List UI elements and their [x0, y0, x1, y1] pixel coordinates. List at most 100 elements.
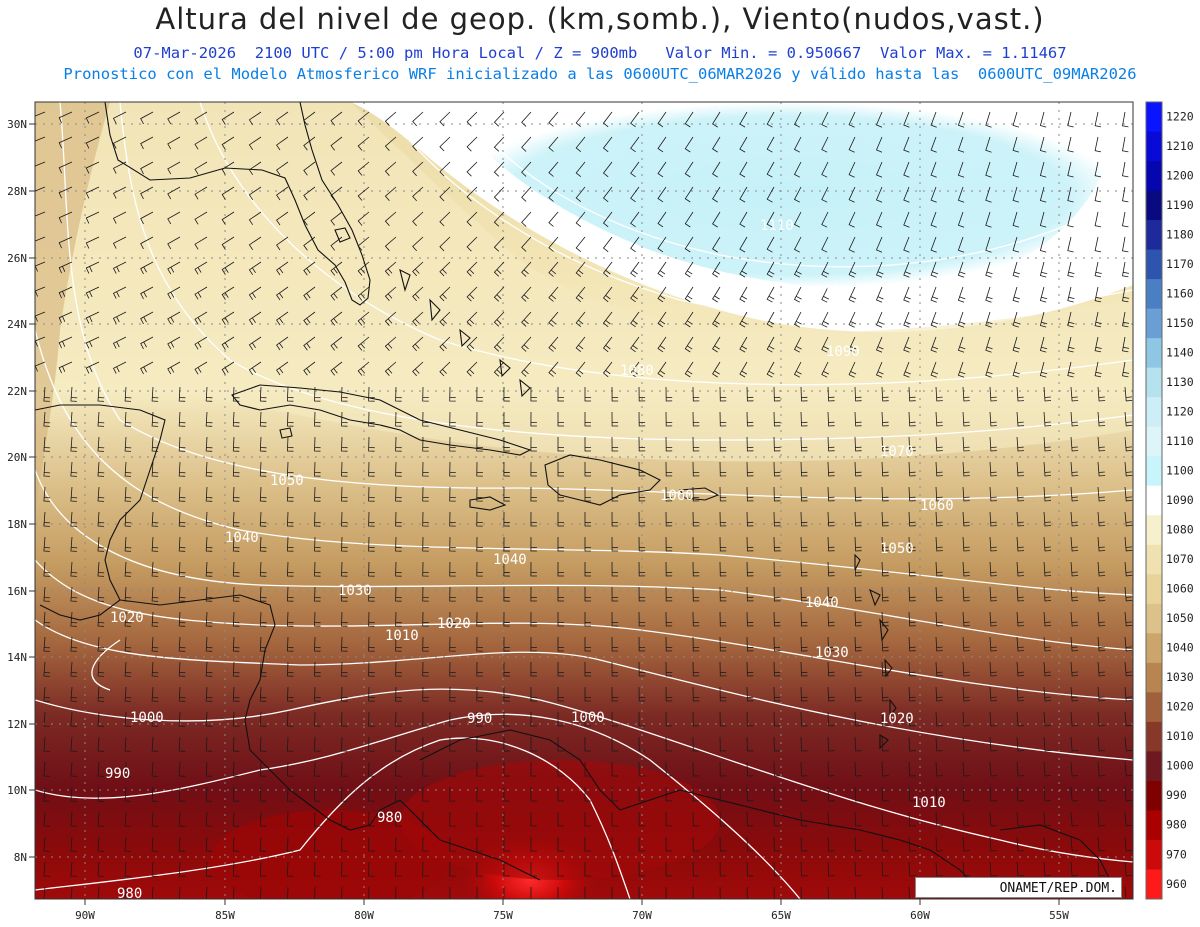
- wind-barb: [692, 886, 694, 899]
- wind-barb: [449, 686, 456, 702]
- wind-barb: [151, 636, 159, 652]
- wind-barb: [194, 336, 208, 350]
- wind-barb: [665, 836, 673, 852]
- wind-barb: [276, 286, 289, 301]
- wind-barb: [854, 636, 862, 652]
- wind-barb: [259, 686, 267, 702]
- wind-barb: [530, 386, 537, 402]
- wind-barb: [692, 861, 700, 877]
- wind-barb: [773, 836, 781, 852]
- wind-barb: [341, 736, 348, 752]
- wind-barb: [848, 111, 856, 128]
- wind-barb: [827, 711, 835, 727]
- wind-barb: [773, 761, 781, 777]
- wind-barb: [602, 211, 613, 228]
- wind-barb: [384, 336, 397, 351]
- wind-barb: [167, 161, 181, 175]
- wind-barb: [58, 286, 73, 299]
- wind-barb: [232, 411, 240, 427]
- wind-barb: [232, 611, 240, 627]
- wind-barb: [881, 711, 889, 727]
- wind-barb: [827, 536, 835, 552]
- wind-barb: [962, 561, 970, 577]
- wind-barb: [1016, 761, 1025, 777]
- wind-barb: [854, 711, 862, 727]
- wind-barb: [746, 561, 754, 577]
- wind-barb: [630, 136, 640, 153]
- wind-barb: [476, 786, 483, 802]
- wind-barb: [557, 437, 564, 452]
- wind-barb: [800, 736, 808, 752]
- colorbar-label: 990: [1166, 788, 1187, 802]
- wind-barb: [58, 336, 73, 349]
- colorbar-swatch: [1146, 190, 1162, 221]
- wind-barb: [665, 561, 673, 577]
- wind-barb: [151, 411, 159, 427]
- wind-barb: [930, 286, 939, 303]
- lat-tick-label: 14N: [7, 651, 27, 664]
- wind-barb: [602, 336, 613, 353]
- wind-barb: [178, 636, 186, 652]
- wind-barb: [449, 511, 456, 527]
- lat-tick-label: 30N: [7, 118, 27, 131]
- wind-barb: [1067, 286, 1075, 303]
- wind-barb: [1124, 411, 1133, 427]
- wind-barb: [97, 711, 105, 727]
- wind-barb: [85, 236, 100, 249]
- wind-barb: [827, 736, 835, 752]
- wind-barb: [97, 786, 105, 802]
- wind-barb: [530, 786, 537, 802]
- wind-barb: [85, 111, 100, 124]
- wind-barb: [503, 786, 510, 802]
- wind-barb: [70, 761, 77, 777]
- wind-barb: [412, 336, 424, 352]
- wind-barb: [286, 511, 294, 527]
- wind-barb: [412, 286, 424, 302]
- wind-barb: [684, 111, 694, 128]
- wind-barb: [665, 611, 673, 627]
- wind-barb: [1070, 711, 1079, 727]
- wind-barb: [1097, 636, 1106, 652]
- wind-barb: [657, 186, 667, 203]
- wind-barb: [232, 636, 240, 652]
- wind-barb: [908, 886, 911, 899]
- wind-barb: [908, 861, 916, 877]
- wind-barb: [1043, 636, 1052, 652]
- wind-barb: [368, 436, 375, 452]
- lat-tick-label: 20N: [7, 451, 27, 464]
- wind-barb: [205, 761, 213, 777]
- wind-barb: [854, 661, 862, 677]
- wind-barb: [503, 736, 510, 752]
- wind-barb: [827, 861, 835, 877]
- wind-barb: [357, 186, 370, 201]
- wind-barb: [611, 536, 619, 552]
- wind-barb: [368, 886, 370, 899]
- contour-label: 1080: [620, 363, 654, 379]
- wind-barb: [739, 136, 748, 153]
- colorbar-swatch: [1146, 220, 1162, 251]
- wind-barb: [848, 186, 856, 203]
- contour-label: 1000: [571, 710, 605, 726]
- wind-barb: [848, 211, 856, 228]
- wind-barb: [766, 136, 775, 153]
- wind-barb: [248, 111, 262, 126]
- wind-barb: [466, 336, 478, 352]
- wind-barb: [530, 761, 537, 777]
- wind-barb: [827, 411, 835, 427]
- wind-barb: [1070, 686, 1079, 702]
- wind-barb: [395, 736, 402, 752]
- wind-barb: [194, 286, 208, 300]
- wind-barb: [303, 261, 316, 276]
- wind-barb: [286, 811, 294, 827]
- wind-barb: [903, 261, 911, 278]
- wind-barb: [665, 486, 673, 502]
- wind-barb: [151, 811, 159, 827]
- wind-barb: [638, 511, 646, 527]
- wind-barb: [854, 536, 862, 552]
- wind-barb: [530, 861, 537, 877]
- wind-barb: [985, 186, 992, 203]
- wind-barb: [773, 611, 781, 627]
- wind-barb: [112, 161, 127, 174]
- wind-barb: [930, 361, 939, 378]
- wind-barb: [232, 561, 240, 577]
